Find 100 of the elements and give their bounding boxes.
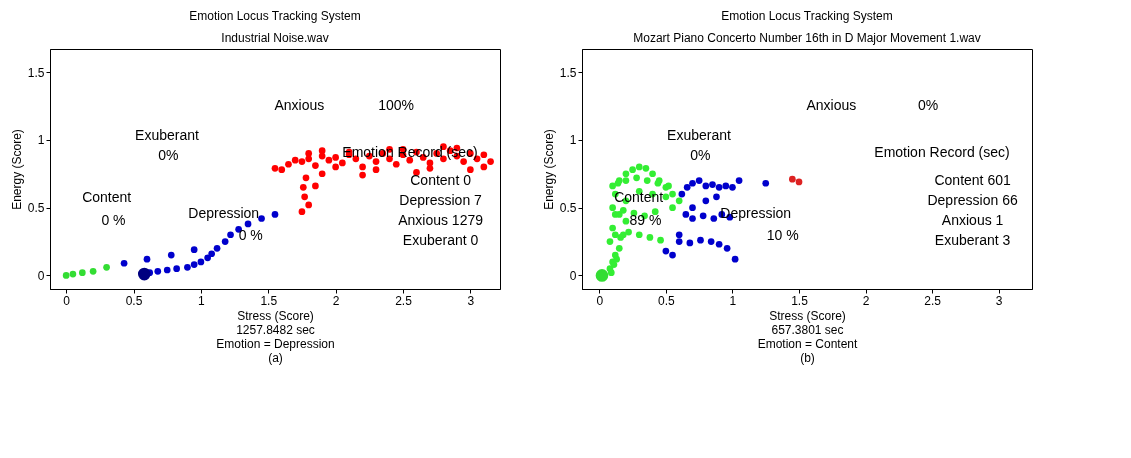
- annotation: Content 0: [410, 171, 472, 188]
- point: [629, 166, 636, 174]
- point: [197, 258, 205, 266]
- annotation: Anxious: [806, 96, 857, 113]
- x-tick-label: 2: [332, 293, 340, 308]
- point: [635, 231, 643, 239]
- point: [154, 268, 162, 275]
- annotation: Exuberant 0: [402, 232, 479, 249]
- point: [697, 236, 704, 244]
- y-tick-label: 0: [37, 268, 45, 283]
- point: [695, 177, 703, 184]
- point: [702, 182, 710, 190]
- annotation: Depression: [720, 205, 792, 222]
- point: [633, 174, 640, 182]
- y-tick-label: 0.5: [27, 201, 45, 216]
- annotation: 10 %: [766, 227, 799, 244]
- text: Emotion = Content: [757, 336, 859, 351]
- point: [271, 211, 279, 218]
- annotation: 100%: [378, 96, 414, 113]
- x-tick-label: 0: [596, 293, 604, 308]
- point: [611, 231, 619, 239]
- annotation: Anxious 1: [941, 212, 1004, 229]
- point: [762, 179, 770, 187]
- point: [299, 183, 307, 191]
- point: [305, 150, 313, 157]
- chart-subtitle: Mozart Piano Concerto Number 16th in D Major Movement 1.wav: [633, 31, 981, 45]
- point: [722, 182, 730, 190]
- y-tick-label: 1.5: [27, 65, 45, 80]
- x-tick-label: 2.5: [395, 293, 413, 308]
- point: [143, 255, 151, 263]
- annotation: 89 %: [629, 212, 662, 229]
- annotation: Content 601: [934, 171, 1011, 188]
- point: [89, 268, 97, 275]
- point: [487, 158, 494, 165]
- point: [318, 170, 326, 178]
- point: [301, 193, 308, 201]
- y-axis-title: Energy (Score): [541, 129, 556, 210]
- point: [689, 204, 696, 211]
- point: [190, 246, 198, 254]
- annotation: Content: [82, 189, 132, 206]
- point: [611, 211, 619, 218]
- x-tick-label: 1.5: [260, 293, 278, 308]
- point: [609, 204, 616, 211]
- x-tick-label: 0.5: [658, 293, 676, 308]
- point: [305, 201, 313, 209]
- point: [709, 181, 716, 188]
- point: [163, 266, 171, 274]
- point: [332, 154, 339, 161]
- point: [669, 204, 676, 211]
- x-tick-label: 3: [995, 293, 1003, 308]
- point: [683, 183, 691, 191]
- point: [619, 207, 627, 214]
- text: (a): [268, 350, 283, 365]
- point: [649, 170, 656, 178]
- annotation: 0 %: [101, 212, 126, 229]
- point: [221, 238, 229, 245]
- annotation: Depression: [188, 205, 260, 222]
- point: [795, 178, 803, 186]
- chart-title: Emotion Locus Tracking System: [189, 9, 361, 23]
- point: [325, 156, 333, 164]
- annotation: 0%: [917, 96, 939, 113]
- text: (b): [800, 350, 815, 365]
- annotation: 0%: [158, 147, 179, 164]
- x-tick-label: 1: [198, 293, 206, 308]
- point: [622, 217, 630, 225]
- point: [227, 231, 234, 239]
- point: [213, 244, 221, 252]
- point: [622, 170, 630, 178]
- point: [392, 160, 400, 168]
- point: [682, 211, 690, 218]
- point: [271, 164, 279, 172]
- y-tick-label: 1: [569, 133, 577, 148]
- point: [607, 269, 615, 277]
- point: [332, 163, 339, 171]
- point: [278, 166, 286, 174]
- annotation: Emotion Record (sec): [874, 144, 1010, 161]
- point: [675, 238, 683, 245]
- point: [69, 270, 77, 278]
- point: [657, 236, 664, 244]
- text: Emotion = Depression: [216, 336, 335, 351]
- y-tick-label: 1.5: [559, 65, 577, 80]
- y-axis-title: Energy (Score): [9, 129, 24, 210]
- point: [302, 174, 310, 182]
- point: [710, 215, 718, 222]
- point: [615, 244, 623, 252]
- annotation: Exuberant 3: [934, 232, 1011, 249]
- x-tick-label: 1: [729, 293, 737, 308]
- point: [184, 263, 191, 271]
- x-tick-label: 0.5: [125, 293, 143, 308]
- point: [78, 269, 86, 277]
- point: [686, 239, 694, 247]
- point: [258, 215, 265, 222]
- point: [675, 197, 683, 205]
- point: [609, 224, 616, 232]
- point: [606, 238, 614, 245]
- point: [707, 238, 715, 245]
- point: [359, 163, 366, 171]
- point: [467, 166, 474, 174]
- annotation: Anxious: [274, 96, 325, 113]
- annotation: Exuberant: [667, 126, 732, 143]
